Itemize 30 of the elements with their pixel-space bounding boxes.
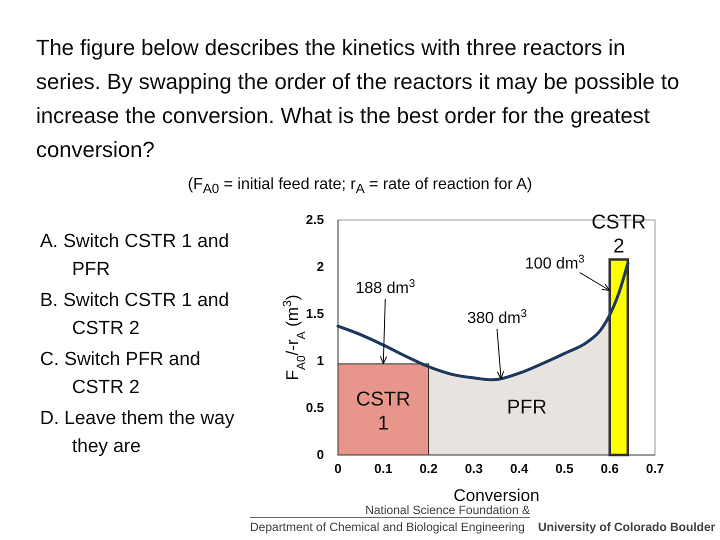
y-tick-label: 2.5 (306, 212, 324, 228)
text: Department of Chemical and Biological Engineering (250, 520, 525, 534)
text: B. Switch CSTR 1 and CSTR 2 (40, 289, 230, 341)
annotation: 100 dm$^{3}$ (524, 254, 585, 272)
y-tick-label: 1.5 (306, 306, 324, 322)
x-tick-label: 0.5 (555, 461, 574, 476)
text: University of Colorado Boulder (538, 520, 716, 534)
y-tick-label: 0 (316, 447, 324, 462)
text: C. Switch PFR and CSTR 2 (40, 348, 202, 400)
chart-subtitle: (F$_{A0}$ = initial feed rate; r$_{A}$ = rate of reaction for A) (186, 176, 534, 196)
series-label: PFR (506, 396, 547, 418)
text: D. Leave them the way they are (40, 407, 235, 459)
y-tick-label: 2 (316, 259, 324, 274)
text: National Science Foundation & (365, 503, 530, 517)
x-tick-label: 0.1 (374, 461, 392, 476)
x-tick-label: 0.4 (510, 461, 529, 476)
y-tick-label: 1 (316, 353, 324, 368)
x-tick-label: 0.3 (464, 461, 483, 476)
x-axis-title: Conversion (454, 486, 540, 505)
series-label: CSTR 2 (592, 211, 646, 258)
series-label: CSTR 1 (356, 388, 411, 434)
text: A. Switch CSTR 1 and PFR (40, 230, 230, 282)
annotation: 380 dm$^{3}$ (467, 308, 527, 327)
annotation: 188 dm$^{3}$ (355, 278, 416, 297)
x-tick-label: 0.2 (420, 461, 438, 476)
chart-title: The figure below describes the kinetics with three reactors in series. By swapping the order of the reactors it may be possible to increase the conversion. What is the best order for the greatest conversion? (36, 34, 680, 164)
x-tick-label: 0 (334, 461, 342, 476)
y-tick-label: 0.5 (306, 400, 324, 416)
x-tick-label: 0.6 (600, 461, 619, 476)
x-tick-label: 0.7 (646, 461, 664, 476)
